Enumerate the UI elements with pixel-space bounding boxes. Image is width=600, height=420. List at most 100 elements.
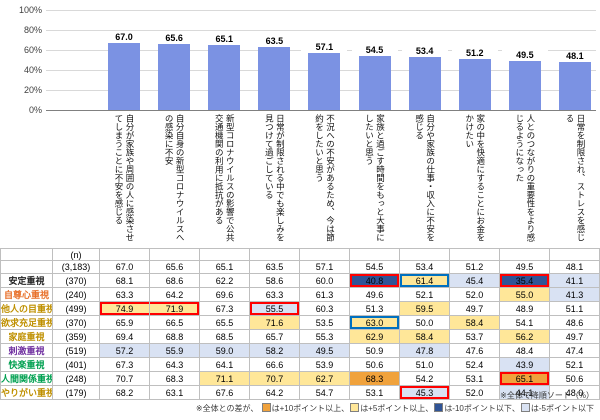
row-label: 他人の目重視 <box>0 301 53 316</box>
table-cell: 53.4 <box>399 260 450 274</box>
column-header: 自分自身の新型コロナウイルスへの感染に不安 <box>149 114 199 246</box>
gridline <box>46 30 596 31</box>
table-header-cell <box>249 248 300 261</box>
bar-value-label: 54.5 <box>351 44 398 55</box>
table-row: 安定重視 (370) 68.1 68.6 62.2 58.6 60.0 40.8 61.4 45.… <box>0 273 600 288</box>
table-cell: 65.5 <box>199 315 250 330</box>
table-cell: 67.3 <box>199 301 250 316</box>
data-table: (n) (3,183) 67.0 65.6 65.1 63.5 57.1 54.5 53.4 51… <box>0 248 600 400</box>
table-cell: 62.7 <box>299 371 350 386</box>
table-cell: 68.8 <box>149 329 200 344</box>
table-cell: 74.9 <box>99 301 150 316</box>
table-cell: 50.9 <box>349 343 400 358</box>
legend-text: は-5ポイント以下 <box>530 404 594 413</box>
column-header: 自分が家族や周囲の人に感染させてしまうことに不安を感じる <box>99 114 149 246</box>
column-header-text: 自分や家族の仕事・収入に不安を感じる <box>414 114 436 242</box>
table-cell: 63.3 <box>249 287 300 302</box>
table-cell: 57.2 <box>99 343 150 358</box>
row-label: 家庭重視 <box>0 329 53 344</box>
table-cell: 70.7 <box>249 371 300 386</box>
n-cell: (3,183) <box>52 260 100 274</box>
n-cell: (499) <box>52 301 100 316</box>
table-cell: 64.3 <box>149 357 200 372</box>
table-cell: 55.5 <box>249 301 300 316</box>
n-cell: (359) <box>52 329 100 344</box>
table-cell: 51.2 <box>449 260 500 274</box>
y-tick-label: 60% <box>23 45 42 55</box>
table-cell: 48.4 <box>499 343 550 358</box>
legend-text: は-10ポイント以下、 <box>444 404 520 413</box>
bar-value-label: 48.1 <box>551 50 598 61</box>
row-label: 欲求充足重視 <box>0 315 53 330</box>
table-cell: 55.3 <box>299 329 350 344</box>
row-label: 安定重視 <box>0 273 53 288</box>
table-cell: 64.2 <box>149 287 200 302</box>
bar <box>458 58 491 110</box>
bar-value-label: 49.5 <box>501 49 548 60</box>
table-cell: 45.3 <box>399 385 450 400</box>
table-header-cell <box>449 248 500 261</box>
table-cell: 47.4 <box>549 343 600 358</box>
table-cell: 65.1 <box>499 371 550 386</box>
table-row: 刺激重視 (519) 57.2 55.9 59.0 58.2 49.5 50.9 47.8 47.… <box>0 343 600 358</box>
table-cell: 68.1 <box>99 273 150 288</box>
table-cell: 48.1 <box>549 260 600 274</box>
y-tick-label: 40% <box>23 65 42 75</box>
table-header-cell <box>299 248 350 261</box>
table-cell: 63.1 <box>149 385 200 400</box>
sort-note: ※全体で降順ソート（%） <box>500 391 594 400</box>
row-label: 快楽重視 <box>0 357 53 372</box>
table-cell: 40.8 <box>349 273 400 288</box>
column-header: 日常を制限され、ストレスを感じる <box>550 114 600 246</box>
bar <box>508 60 541 110</box>
table-cell: 66.6 <box>249 357 300 372</box>
y-tick-label: 0% <box>28 105 42 115</box>
bar <box>358 55 391 110</box>
table-cell: 54.1 <box>499 315 550 330</box>
diff-legend: ※全体との差が、 は+10ポイント以上、 は+5ポイント以上、 は-10ポイント以下… <box>196 403 594 414</box>
table-cell: 71.1 <box>199 371 250 386</box>
n-cell: (519) <box>52 343 100 358</box>
table-cell: 62.2 <box>199 273 250 288</box>
table-cell: 69.6 <box>199 287 250 302</box>
y-tick-label: 20% <box>23 85 42 95</box>
n-cell: (370) <box>52 273 100 288</box>
table-header-row: (n) <box>0 248 600 261</box>
table-cell: 35.4 <box>499 273 550 288</box>
table-cell: 44.1 <box>499 385 550 400</box>
table-cell: 51.1 <box>549 301 600 316</box>
table-cell: 49.7 <box>549 329 600 344</box>
table-cell: 64.1 <box>199 357 250 372</box>
legend-text: は+5ポイント以上、 <box>360 404 434 413</box>
table-cell: 52.0 <box>449 385 500 400</box>
gridline <box>46 110 596 111</box>
table-cell: 48.9 <box>499 301 550 316</box>
table-cell: 71.6 <box>249 315 300 330</box>
row-label: やりがい重視 <box>0 385 53 400</box>
table-cell: 41.3 <box>549 287 600 302</box>
table-cell: 63.0 <box>349 315 400 330</box>
table-row: 他人の目重視 (499) 74.9 71.9 67.3 55.5 60.3 51.3 59.5 4… <box>0 301 600 316</box>
table-row: 家庭重視 (359) 69.4 68.8 68.5 65.7 55.3 62.9 58.4 53.… <box>0 329 600 344</box>
table-cell: 62.9 <box>349 329 400 344</box>
table-cell: 65.7 <box>249 329 300 344</box>
table-cell: 47.6 <box>449 343 500 358</box>
n-cell: (240) <box>52 287 100 302</box>
table-cell: 48.6 <box>549 315 600 330</box>
table-cell: 52.0 <box>449 287 500 302</box>
column-header: 家の中を快適にすることにお金をかけたい <box>450 114 500 246</box>
table-cell: 58.6 <box>249 273 300 288</box>
bar <box>258 46 291 110</box>
table-cell: 65.6 <box>149 260 200 274</box>
table-cell: 53.1 <box>449 371 500 386</box>
table-row: 欲求充足重視 (370) 65.9 66.5 65.5 71.6 53.5 63.0 50.0 5… <box>0 315 600 330</box>
n-cell: (179) <box>52 385 100 400</box>
table-cell: 53.7 <box>449 329 500 344</box>
table-cell: 47.8 <box>399 343 450 358</box>
table-cell: 63.3 <box>99 287 150 302</box>
table-cell: 63.5 <box>249 260 300 274</box>
legend-swatch <box>350 403 360 412</box>
table-cell: 56.2 <box>499 329 550 344</box>
table-cell: 48.0 <box>549 385 600 400</box>
table-cell: 49.5 <box>499 260 550 274</box>
